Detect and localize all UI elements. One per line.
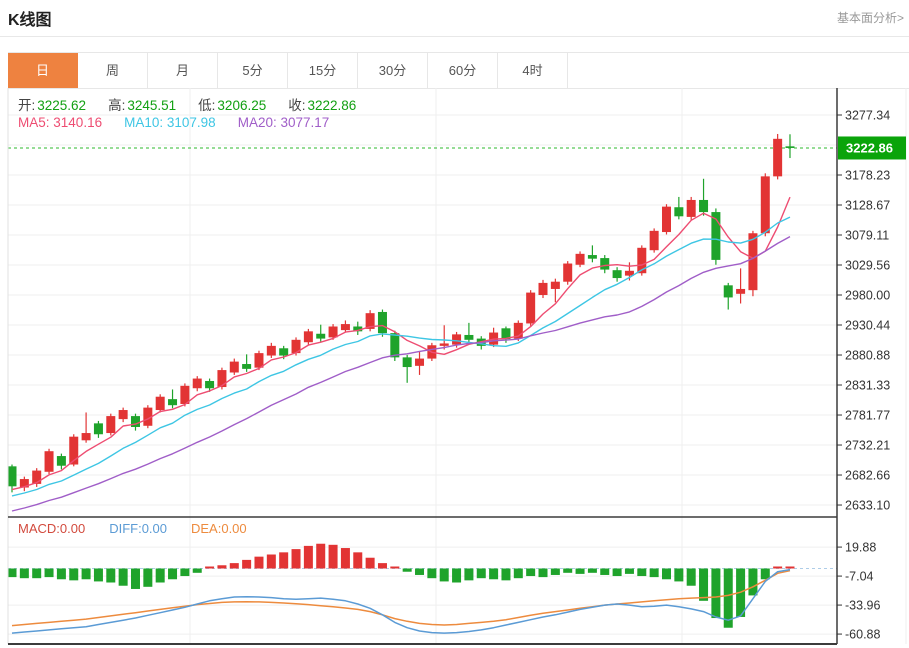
ma10-value: MA10: 3107.98	[124, 115, 216, 130]
dea-value: DEA:0.00	[191, 521, 247, 536]
svg-text:-7.04: -7.04	[845, 570, 874, 584]
macd-readout: MACD:0.00 DIFF:0.00 DEA:0.00	[18, 521, 247, 536]
ma10-line	[11, 216, 791, 497]
ohlc-open: 开: 3225.62	[18, 98, 87, 113]
ohlc-high: 高: 3245.51	[108, 98, 177, 113]
svg-text:2880.88: 2880.88	[845, 349, 890, 363]
ma20-line	[11, 235, 791, 512]
svg-text:3277.34: 3277.34	[845, 109, 890, 123]
diff-value: DIFF:0.00	[109, 521, 167, 536]
svg-text:2781.77: 2781.77	[845, 409, 890, 423]
svg-text:2930.44: 2930.44	[845, 319, 890, 333]
price-axis-labels: 3277.34 3178.23 3128.67 3079.11 3029.56 2980.…	[837, 109, 890, 642]
page-title: K线图	[8, 12, 52, 29]
svg-text:3079.11: 3079.11	[845, 229, 889, 243]
svg-text:2633.10: 2633.10	[845, 499, 890, 513]
dea-line	[11, 569, 791, 627]
svg-text:2682.66: 2682.66	[845, 469, 890, 483]
svg-text:2980.00: 2980.00	[845, 289, 890, 303]
svg-text:3222.86: 3222.86	[846, 140, 893, 155]
tab-日[interactable]: 日	[8, 53, 78, 88]
ohlc-readout: 开: 3225.62 高: 3245.51 低: 3206.25 收: 3222.86	[18, 94, 356, 114]
svg-text:-60.88: -60.88	[845, 628, 880, 642]
title-divider	[0, 36, 909, 37]
ma-readout: MA5: 3140.16 MA10: 3107.98 MA20: 3077.17	[18, 115, 329, 130]
ohlc-close: 收: 3222.86	[288, 98, 357, 113]
svg-text:2732.21: 2732.21	[845, 439, 890, 453]
svg-text:3178.23: 3178.23	[845, 169, 890, 183]
current-price-tag: 3222.86	[838, 136, 906, 160]
macd-histogram	[7, 543, 795, 628]
diff-line	[11, 568, 791, 634]
tab-4时[interactable]: 4时	[498, 53, 568, 88]
candles	[7, 133, 795, 493]
tab-周[interactable]: 周	[78, 53, 148, 88]
svg-text:2831.33: 2831.33	[845, 379, 890, 393]
tab-60分[interactable]: 60分	[428, 53, 498, 88]
svg-text:3029.56: 3029.56	[845, 259, 890, 273]
svg-text:-33.96: -33.96	[845, 599, 880, 613]
chart-frame	[7, 88, 907, 645]
tab-15分[interactable]: 15分	[288, 53, 358, 88]
ma5-value: MA5: 3140.16	[18, 115, 103, 130]
tab-30分[interactable]: 30分	[358, 53, 428, 88]
macd-value: MACD:0.00	[18, 521, 86, 536]
period-tab-bar: 日周月 5分 15分 30分 60分 4时	[8, 52, 909, 89]
tab-5分[interactable]: 5分	[218, 53, 288, 88]
fundamental-analysis-link[interactable]: 基本面分析>	[836, 11, 904, 25]
ohlc-low: 低: 3206.25	[198, 98, 267, 113]
svg-text:19.88: 19.88	[845, 541, 876, 555]
gridlines	[8, 88, 837, 644]
ma20-value: MA20: 3077.17	[237, 115, 330, 130]
tab-月[interactable]: 月	[148, 53, 218, 88]
svg-text:3128.67: 3128.67	[845, 199, 890, 213]
